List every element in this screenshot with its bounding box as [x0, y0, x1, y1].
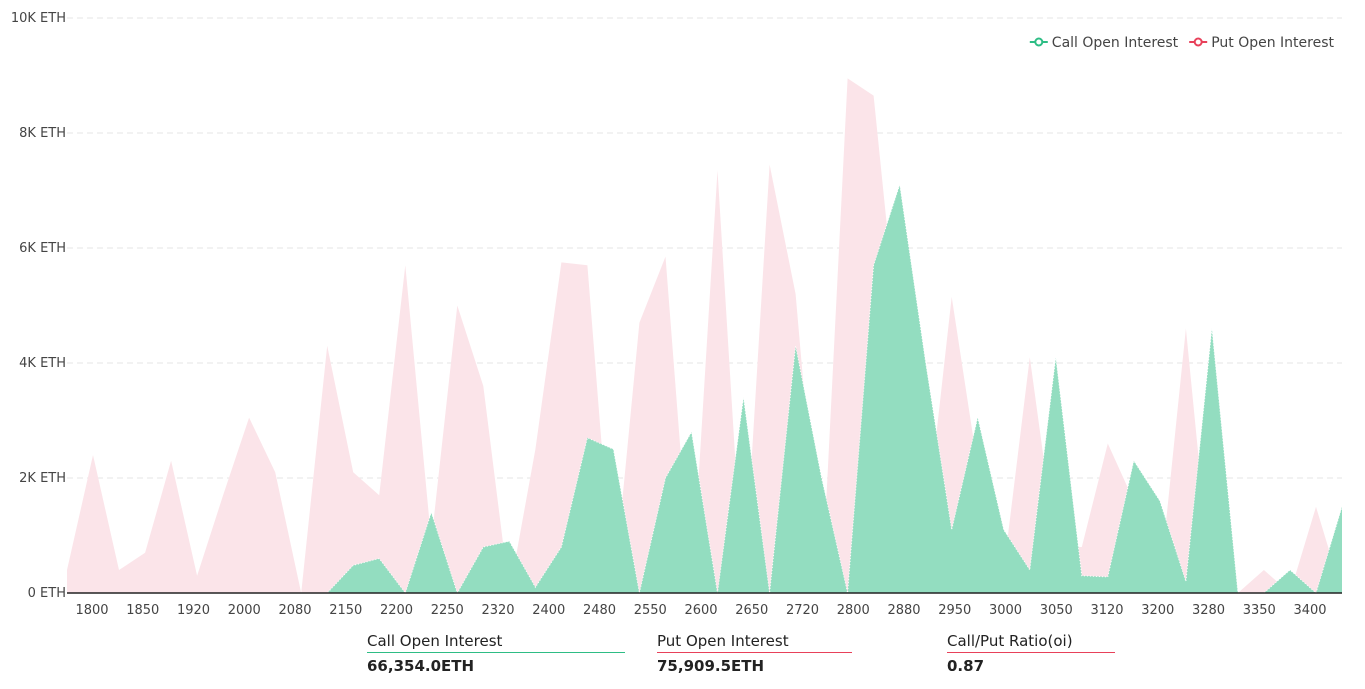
- put-oi-value: 75,909.5ETH: [657, 657, 765, 675]
- x-tick-label: 2480: [583, 603, 616, 618]
- y-tick-label: 2K ETH: [19, 471, 66, 486]
- x-tick-label: 2550: [634, 603, 667, 618]
- y-tick-label: 10K ETH: [11, 11, 66, 26]
- x-tick-label: 3050: [1040, 603, 1073, 618]
- put-oi-area: [67, 78, 1342, 593]
- x-tick-label: 3120: [1090, 603, 1123, 618]
- x-tick-label: 2320: [481, 603, 514, 618]
- x-tick-label: 2600: [684, 603, 717, 618]
- legend: Put Open Interest Call Open Interest: [1029, 35, 1334, 51]
- cp-ratio-value: 0.87: [947, 657, 985, 675]
- series-areas: [67, 78, 1343, 595]
- x-tick-label: 1920: [177, 603, 210, 618]
- y-tick-label: 8K ETH: [19, 126, 66, 141]
- x-tick-label: 3400: [1293, 603, 1326, 618]
- open-interest-chart: 0 ETH 2K ETH 4K ETH 6K ETH 8K ETH 10K ETH 180…: [11, 11, 1343, 618]
- legend-marker-dot: [1034, 37, 1044, 47]
- call-oi-stat: Call Open Interest 66,354.0ETH: [367, 632, 625, 675]
- summary-stats: Call Open Interest 66,354.0ETH Put Open …: [0, 632, 1365, 689]
- x-tick-label: 2250: [431, 603, 464, 618]
- put-oi-label: Put Open Interest: [657, 632, 789, 650]
- x-tick-label: 3200: [1141, 603, 1174, 618]
- cp-ratio-label: Call/Put Ratio(oi): [947, 632, 1073, 650]
- x-tick-label: 2650: [735, 603, 768, 618]
- call-oi-value: 66,354.0ETH: [367, 657, 475, 675]
- y-tick-label: 0 ETH: [28, 586, 66, 601]
- y-axis: 0 ETH 2K ETH 4K ETH 6K ETH 8K ETH 10K ETH: [11, 11, 66, 601]
- x-tick-label: 3000: [989, 603, 1022, 618]
- legend-marker-dot: [1193, 37, 1203, 47]
- legend-label: Call Open Interest: [1052, 35, 1179, 51]
- legend-label: Put Open Interest: [1211, 35, 1334, 51]
- cp-ratio-underline: [947, 652, 1115, 653]
- x-tick-label: 2880: [887, 603, 920, 618]
- y-tick-label: 6K ETH: [19, 241, 66, 256]
- x-tick-label: 1800: [75, 603, 108, 618]
- x-tick-label: 2080: [278, 603, 311, 618]
- x-tick-label: 2800: [837, 603, 870, 618]
- call-oi-label: Call Open Interest: [367, 632, 503, 650]
- x-tick-label: 1850: [126, 603, 159, 618]
- put-oi-underline: [657, 652, 852, 653]
- x-tick-label: 3350: [1243, 603, 1276, 618]
- x-tick-label: 3280: [1192, 603, 1225, 618]
- x-tick-label: 2400: [532, 603, 565, 618]
- call-oi-line: [67, 184, 1343, 595]
- x-tick-label: 2200: [380, 603, 413, 618]
- cp-ratio-stat: Call/Put Ratio(oi) 0.87: [947, 632, 1115, 675]
- y-tick-label: 4K ETH: [19, 356, 66, 371]
- grid-lines: [67, 17, 1342, 479]
- x-tick-label: 2720: [786, 603, 819, 618]
- x-axis: 1800 1850 1920 2000 2080 2150 2200 2250 2320 2400…: [67, 592, 1342, 618]
- x-tick-label: 2950: [938, 603, 971, 618]
- legend-put-oi[interactable]: Put Open Interest: [1189, 35, 1334, 51]
- call-oi-underline: [367, 652, 625, 653]
- x-tick-label: 2150: [329, 603, 362, 618]
- put-oi-stat: Put Open Interest 75,909.5ETH: [657, 632, 852, 675]
- call-oi-area: [67, 184, 1342, 594]
- x-tick-label: 2000: [228, 603, 261, 618]
- legend-call-oi[interactable]: Call Open Interest: [1029, 35, 1179, 51]
